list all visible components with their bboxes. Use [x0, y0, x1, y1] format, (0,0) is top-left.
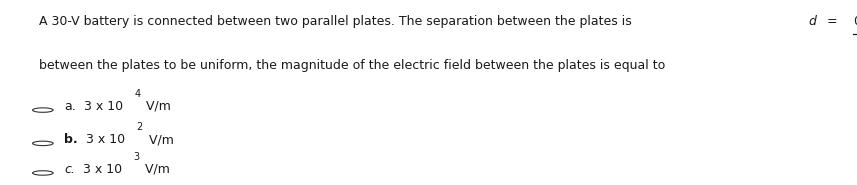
Text: A 30-V battery is connected between two parallel plates. The separation between : A 30-V battery is connected between two …	[39, 15, 635, 28]
Text: 3 x 10: 3 x 10	[87, 133, 125, 146]
Text: a.: a.	[64, 100, 76, 113]
Text: V/m: V/m	[141, 163, 170, 176]
Text: 2: 2	[136, 122, 143, 132]
Text: 4: 4	[135, 89, 141, 99]
Text: d: d	[808, 15, 817, 28]
Text: V/m: V/m	[142, 100, 171, 113]
Text: 3 x 10: 3 x 10	[84, 100, 123, 113]
Text: 3: 3	[133, 152, 139, 162]
Text: between the plates to be uniform, the magnitude of the electric field between th: between the plates to be uniform, the ma…	[39, 59, 665, 72]
Text: c.: c.	[64, 163, 75, 176]
Text: =: =	[818, 15, 845, 28]
Text: V/m: V/m	[145, 133, 174, 146]
Text: 0.10: 0.10	[853, 15, 857, 28]
Text: 3 x 10: 3 x 10	[82, 163, 122, 176]
Text: b.: b.	[64, 133, 78, 146]
